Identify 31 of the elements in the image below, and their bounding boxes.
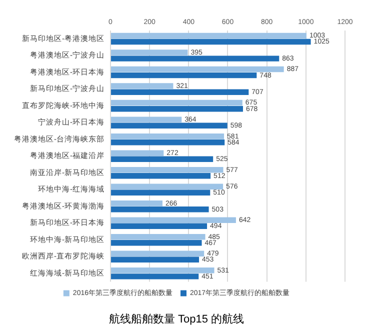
bar [111, 38, 311, 45]
bar [111, 100, 242, 106]
bar [111, 206, 209, 212]
bar [111, 173, 211, 179]
bar [111, 139, 225, 146]
bar [111, 166, 224, 173]
bar [111, 106, 243, 112]
bar [111, 156, 214, 162]
bar [111, 234, 206, 240]
bar [111, 256, 200, 263]
bar [111, 223, 208, 230]
bar [111, 200, 162, 206]
bar [111, 50, 188, 56]
bar [111, 274, 199, 280]
bar [111, 122, 228, 128]
bar [111, 250, 204, 257]
bar [111, 116, 182, 122]
bar [111, 66, 284, 72]
bar [111, 190, 210, 196]
bar [111, 150, 164, 156]
bar [111, 184, 224, 190]
bar [111, 133, 224, 140]
bar [111, 240, 202, 246]
bar [111, 89, 249, 95]
bar [111, 217, 236, 223]
bar [111, 268, 214, 274]
text: 航线船舶数量 Top15 的航线 [108, 312, 244, 326]
bar [111, 56, 280, 62]
bar [111, 83, 174, 89]
bar [111, 32, 307, 39]
bar [111, 72, 257, 78]
